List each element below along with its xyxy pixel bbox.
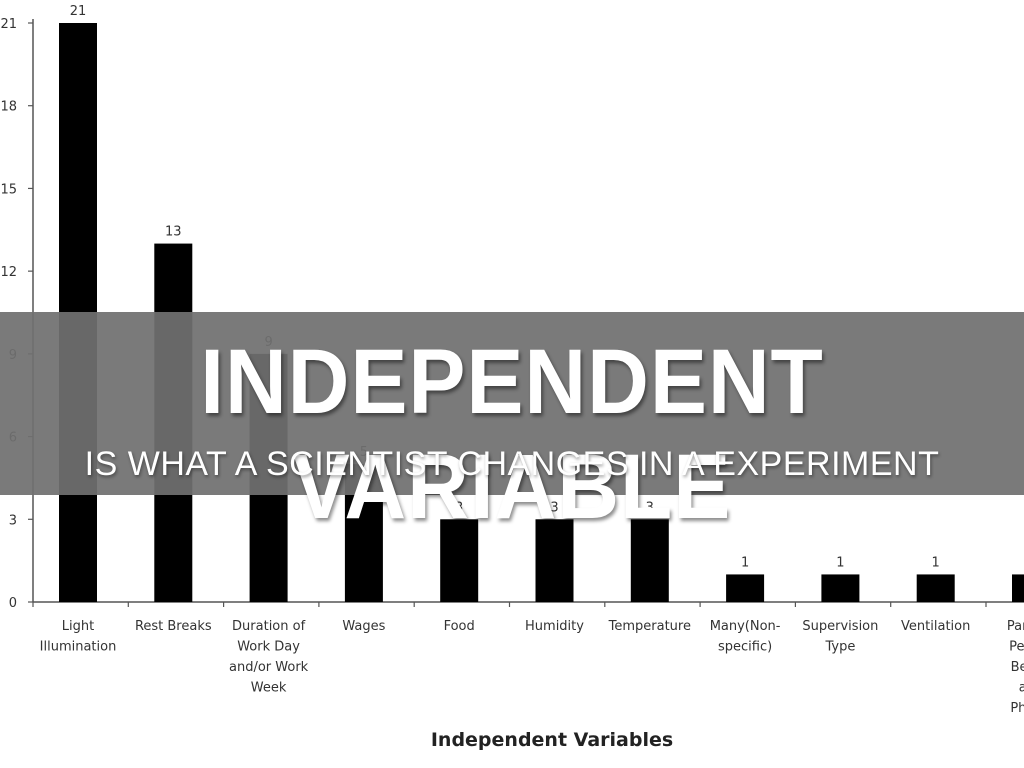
bar-value-label: 1 — [932, 555, 940, 570]
title-banner — [0, 312, 1024, 495]
y-tick-label: 12 — [0, 265, 17, 280]
x-category-label: Humidity — [525, 619, 584, 634]
bar — [726, 574, 765, 602]
bar-value-label: 3 — [455, 500, 463, 515]
x-category-label: Many(Non-specific) — [710, 619, 781, 655]
bar — [440, 519, 479, 602]
y-tick-label: 15 — [0, 182, 17, 197]
x-axis-title: Independent Variables — [430, 729, 674, 751]
bar-value-label: 1 — [741, 555, 749, 570]
bar-value-label: 3 — [550, 500, 558, 515]
x-category-label: Light Illumination — [40, 619, 117, 655]
x-category-label: Rest Breaks — [135, 619, 212, 634]
bar-value-label: 3 — [646, 500, 654, 515]
x-category-label: ParticipPersonBehavandPhysic — [1007, 619, 1024, 716]
x-category-label: Duration of Work Day and/or Work Week — [229, 619, 309, 696]
bar — [535, 519, 574, 602]
bar — [821, 574, 860, 602]
x-category-label: Wages — [342, 619, 385, 634]
bar — [1012, 574, 1024, 602]
bar — [916, 574, 955, 602]
x-category-label: Supervision Type — [802, 619, 878, 655]
y-tick-label: 0 — [9, 596, 17, 611]
banner-title: INDEPENDENT VARIABLE — [200, 331, 824, 538]
banner-subtitle: IS WHAT A SCIENTIST CHANGES IN A EXPERIM… — [84, 445, 940, 483]
x-category-label: Food — [444, 619, 475, 634]
x-category-label: Ventilation — [901, 619, 970, 634]
y-tick-label: 18 — [0, 100, 17, 115]
bar — [630, 519, 669, 602]
bar-value-label: 13 — [165, 225, 182, 240]
y-tick-label: 3 — [9, 513, 17, 528]
y-tick-label: 21 — [0, 17, 17, 32]
chart-axes: 036912151821 — [0, 17, 1024, 611]
x-category-label: Temperature — [608, 619, 691, 634]
bar-value-label: 1 — [836, 555, 844, 570]
bar-value-label: 21 — [70, 4, 87, 19]
